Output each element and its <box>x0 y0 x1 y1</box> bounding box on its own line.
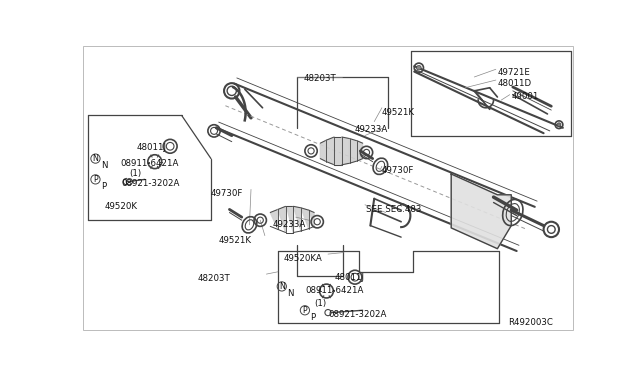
Text: 49001: 49001 <box>511 92 539 102</box>
Text: 08921-3202A: 08921-3202A <box>122 179 180 188</box>
Polygon shape <box>349 139 357 163</box>
Polygon shape <box>293 206 301 231</box>
Text: P: P <box>101 182 106 191</box>
Text: 49233A: 49233A <box>273 220 306 229</box>
Polygon shape <box>334 137 342 165</box>
Text: R492003C: R492003C <box>508 318 553 327</box>
Text: 08911-6421A: 08911-6421A <box>305 286 364 295</box>
FancyBboxPatch shape <box>83 46 573 330</box>
Polygon shape <box>342 137 349 165</box>
Text: 49233A: 49233A <box>355 125 388 135</box>
Text: 48011J: 48011J <box>137 143 167 152</box>
Polygon shape <box>451 174 511 249</box>
Text: SEE SEC.483: SEE SEC.483 <box>367 205 422 214</box>
Text: 49730F: 49730F <box>382 166 414 175</box>
Text: 48011J: 48011J <box>334 273 364 282</box>
Text: P: P <box>93 175 98 184</box>
Polygon shape <box>320 140 326 162</box>
Text: 49521K: 49521K <box>219 235 252 245</box>
Text: 08921-3202A: 08921-3202A <box>328 310 387 319</box>
Polygon shape <box>308 210 314 226</box>
Text: P: P <box>310 312 316 322</box>
Text: 48203T: 48203T <box>198 274 230 283</box>
Text: N: N <box>279 282 285 291</box>
Polygon shape <box>357 141 363 161</box>
Circle shape <box>417 65 421 70</box>
Polygon shape <box>270 209 278 230</box>
Text: 49721E: 49721E <box>497 68 531 77</box>
Polygon shape <box>278 206 285 232</box>
Text: 49520KA: 49520KA <box>284 254 322 263</box>
Text: 48011D: 48011D <box>497 78 532 87</box>
Polygon shape <box>285 206 293 232</box>
Text: P: P <box>303 306 307 315</box>
Text: N: N <box>287 289 294 298</box>
Polygon shape <box>301 208 308 229</box>
Polygon shape <box>326 137 334 165</box>
Text: 49730F: 49730F <box>211 189 243 198</box>
Text: N: N <box>101 161 108 170</box>
Text: 49521K: 49521K <box>382 108 415 117</box>
Text: 48203T: 48203T <box>304 74 337 83</box>
Circle shape <box>557 123 561 126</box>
Text: 08911-6421A: 08911-6421A <box>120 158 179 168</box>
Text: N: N <box>93 154 99 163</box>
Text: (1): (1) <box>314 299 326 308</box>
Text: (1): (1) <box>129 169 141 179</box>
Text: 49520K: 49520K <box>105 202 138 212</box>
